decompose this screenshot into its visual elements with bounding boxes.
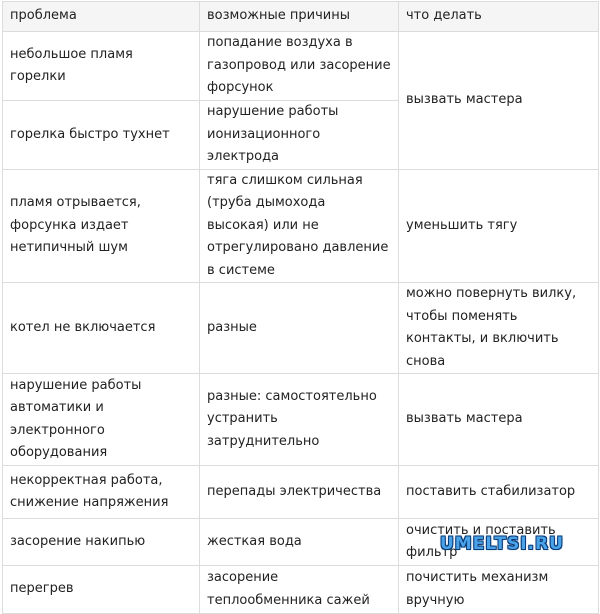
cause-cell: разные: самостоятельно устранить затрудн… [199,373,399,466]
problem-cell: засорение накипью [2,518,200,566]
header-row: проблема возможные причины что делать [2,1,599,32]
action-cell: можно повернуть вилку, чтобы поменять ко… [398,282,599,374]
table-row: горелка быстро тухнет нарушение работы и… [2,100,599,170]
table-row: пламя отрывается, форсунка издает нетипи… [2,168,599,283]
cause-cell: попадание воздуха в газопровод или засор… [199,31,399,101]
table-row: нарушение работы автоматики и электронно… [2,373,599,466]
problem-cell: пламя отрывается, форсунка издает нетипи… [2,168,200,283]
action-cell: уменьшить тягу [398,168,599,283]
action-cell: очистить и поставить фильтр [398,518,599,566]
table-row: некорректная работа, снижение напряжения… [2,465,599,519]
problem-cell: некорректная работа, снижение напряжения [2,465,200,519]
table-row: небольшое пламя горелки попадание воздух… [2,31,599,170]
action-cell: поставить стабилизатор [398,465,599,519]
cause-cell: засорение теплообменника сажей [199,565,399,614]
cause-cell: тяга слишком сильная (труба дымохода выс… [199,168,399,283]
action-cell: вызвать мастера [398,31,599,170]
action-cell: почистить механизм вручную [398,565,599,614]
header-problem: проблема [2,1,200,32]
problem-cell: нарушение работы автоматики и электронно… [2,373,200,466]
header-causes: возможные причины [199,1,399,32]
problem-cell: перегрев [2,565,200,614]
table-row: перегрев засорение теплообменника сажей … [2,565,599,614]
cause-cell: нарушение работы ионизационного электрод… [199,100,399,170]
action-cell: вызвать мастера [398,373,599,466]
header-action: что делать [398,1,599,32]
cause-cell: перепады электричества [199,465,399,519]
watermark-logo: UMELTSI.RU [440,534,564,554]
problem-cell: небольшое пламя горелки [2,31,200,101]
problem-cell: котел не включается [2,282,200,374]
table-row: засорение накипью жесткая вода очистить … [2,518,599,566]
cause-cell: жесткая вода [199,518,399,566]
problem-cell: горелка быстро тухнет [2,100,200,170]
table-row: котел не включается разные можно поверну… [2,282,599,374]
cause-cell: разные [199,282,399,374]
